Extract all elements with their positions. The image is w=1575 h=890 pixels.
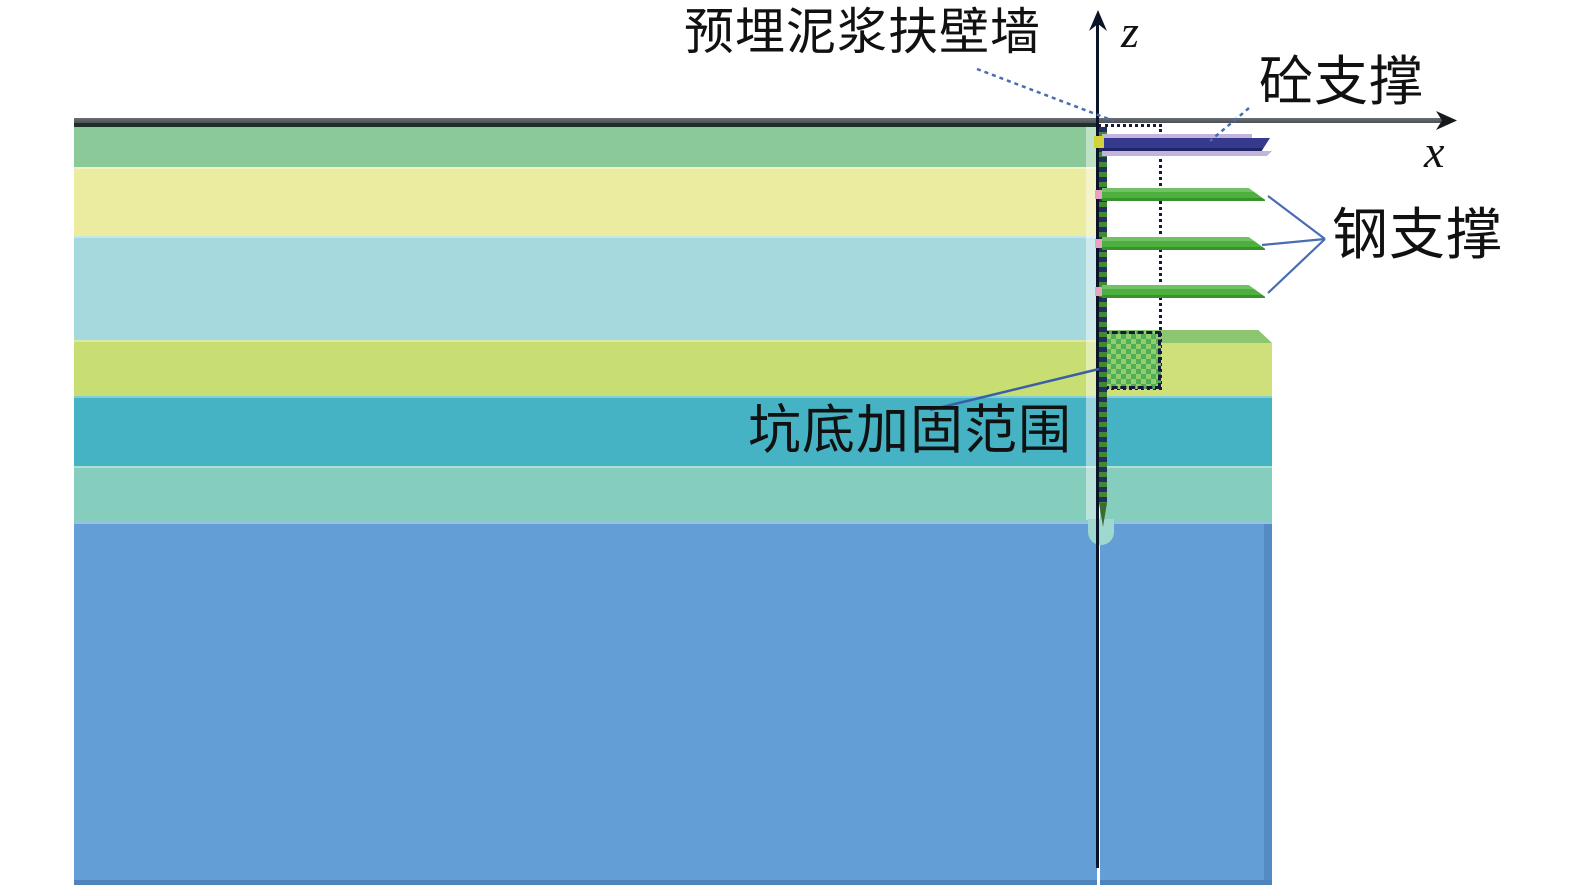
soil-layer-7 — [74, 522, 1097, 885]
label-buried-wall: 预埋泥浆扶壁墙 — [684, 4, 1041, 60]
x-axis-label: x — [1424, 126, 1445, 177]
label-concrete-support: 砼支撑 — [1259, 52, 1424, 112]
soil-layer-6 — [74, 466, 1097, 524]
buttress-wall — [1099, 127, 1107, 503]
steel-support-bar-1 — [1102, 188, 1265, 201]
soil-layer-5 — [74, 396, 1097, 468]
leader-pit-reinforcement — [929, 367, 1100, 412]
z-axis-line — [1096, 22, 1099, 868]
x-axis-arrowhead — [1436, 111, 1457, 130]
soil-layer-1 — [74, 127, 1097, 167]
concrete-support-node — [1094, 136, 1104, 148]
label-pit-reinforcement: 坑底加固范围 — [748, 402, 1072, 460]
buttress-wall-tip — [1099, 503, 1107, 527]
excavation-side-layer-5 — [1100, 396, 1272, 468]
leader-steel-support-2 — [1261, 237, 1326, 247]
leader-buried-wall — [976, 67, 1115, 123]
concrete-support-halo — [1102, 151, 1272, 156]
wall-interface-strip — [1086, 127, 1096, 520]
soil-layer-2 — [74, 167, 1097, 238]
soil-layer-4 — [74, 340, 1097, 398]
concrete-support-halo — [1102, 134, 1252, 138]
excavation-side-layer-7 — [1100, 522, 1272, 885]
leader-steel-support-1 — [1267, 195, 1326, 240]
z-axis-label: z — [1121, 6, 1139, 57]
steel-support-node-3 — [1095, 287, 1102, 296]
steel-support-bar-3 — [1102, 285, 1265, 298]
ground-surface-dark-edge — [74, 123, 1097, 127]
steel-support-bar-2 — [1102, 237, 1265, 250]
z-axis-arrowhead — [1089, 10, 1107, 31]
concrete-support-bar — [1102, 138, 1270, 151]
label-steel-support: 钢支撑 — [1332, 205, 1503, 267]
x-axis-line — [74, 118, 1442, 123]
excavation-side-layer-6 — [1100, 466, 1272, 524]
leader-concrete-support — [1209, 107, 1250, 142]
leader-steel-support-3 — [1267, 238, 1326, 294]
steel-support-node-2 — [1095, 239, 1102, 248]
steel-support-node-1 — [1095, 190, 1102, 199]
soil-layer-3 — [74, 236, 1097, 342]
